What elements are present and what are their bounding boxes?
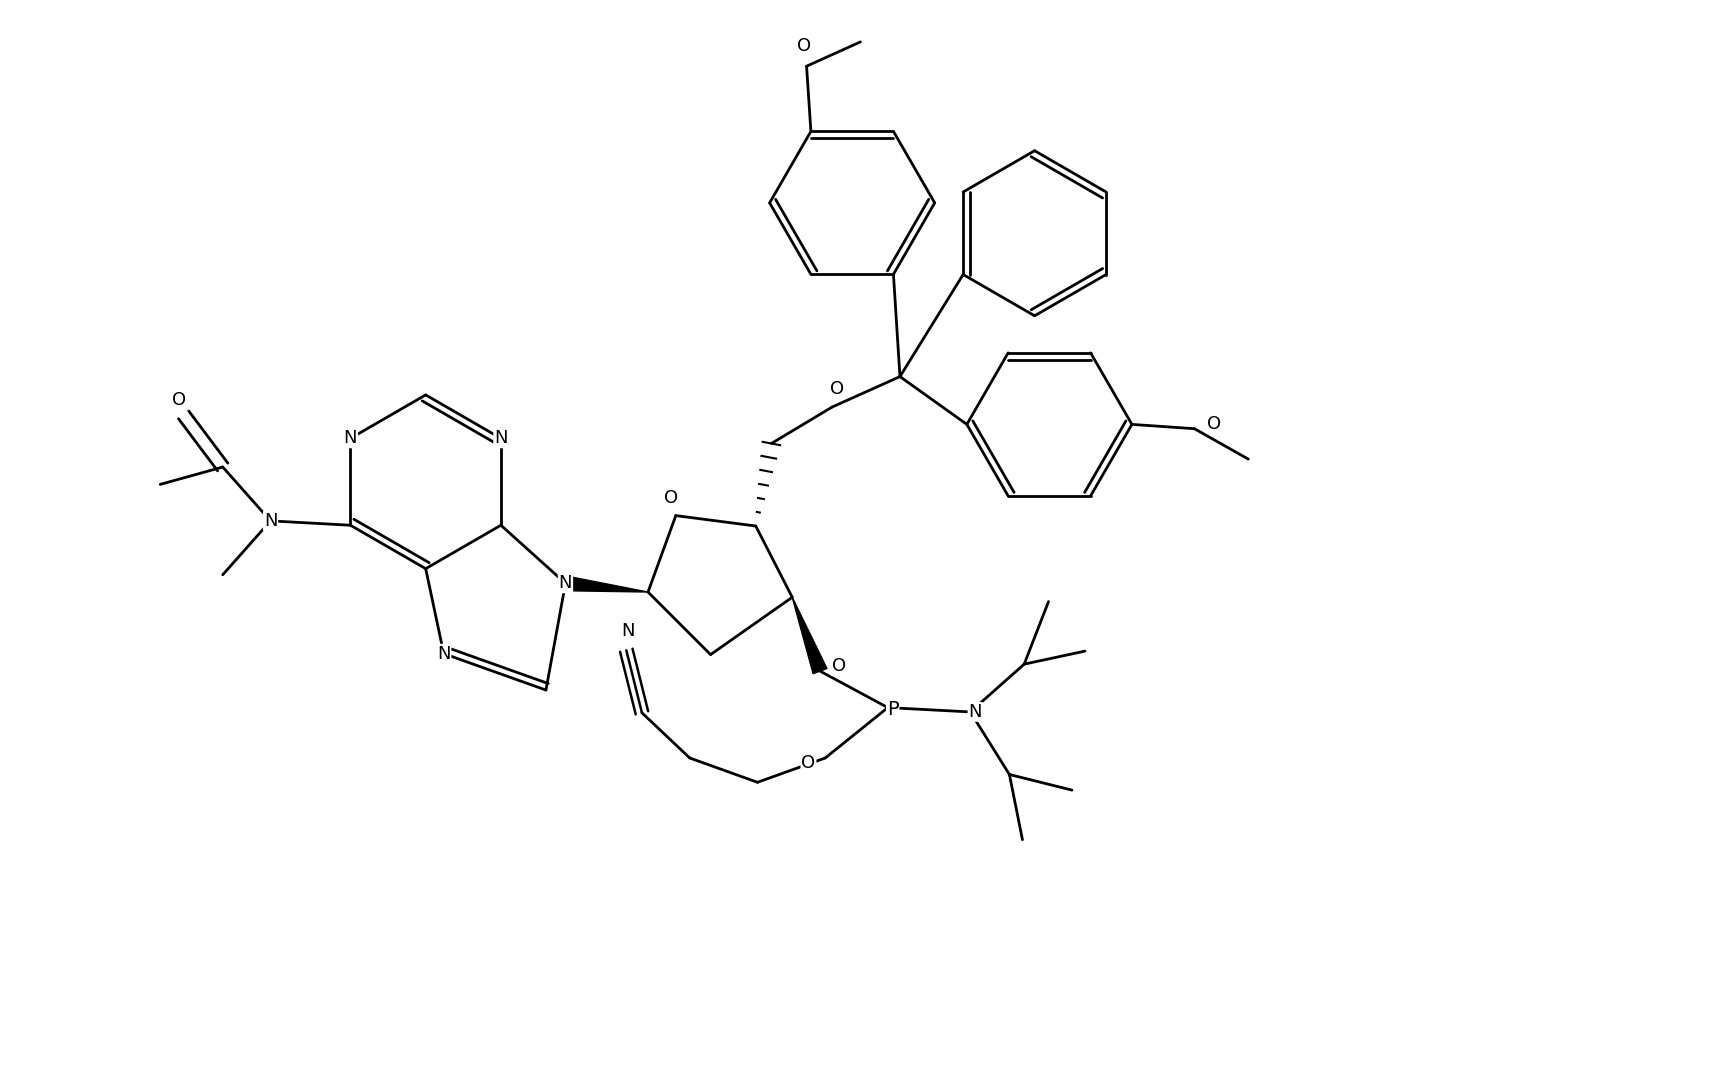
Text: O: O (832, 657, 846, 675)
Text: O: O (796, 38, 811, 55)
Text: N: N (559, 574, 573, 592)
Polygon shape (564, 576, 649, 592)
Text: N: N (495, 429, 507, 447)
Text: O: O (1208, 415, 1221, 433)
Text: N: N (344, 429, 356, 447)
Text: N: N (969, 703, 983, 721)
Text: O: O (664, 489, 678, 507)
Polygon shape (792, 597, 827, 673)
Text: N: N (621, 621, 635, 640)
Text: P: P (887, 700, 898, 719)
Text: O: O (830, 380, 844, 399)
Text: N: N (438, 645, 450, 662)
Text: N: N (263, 512, 277, 530)
Text: O: O (171, 391, 185, 409)
Text: O: O (801, 754, 815, 772)
